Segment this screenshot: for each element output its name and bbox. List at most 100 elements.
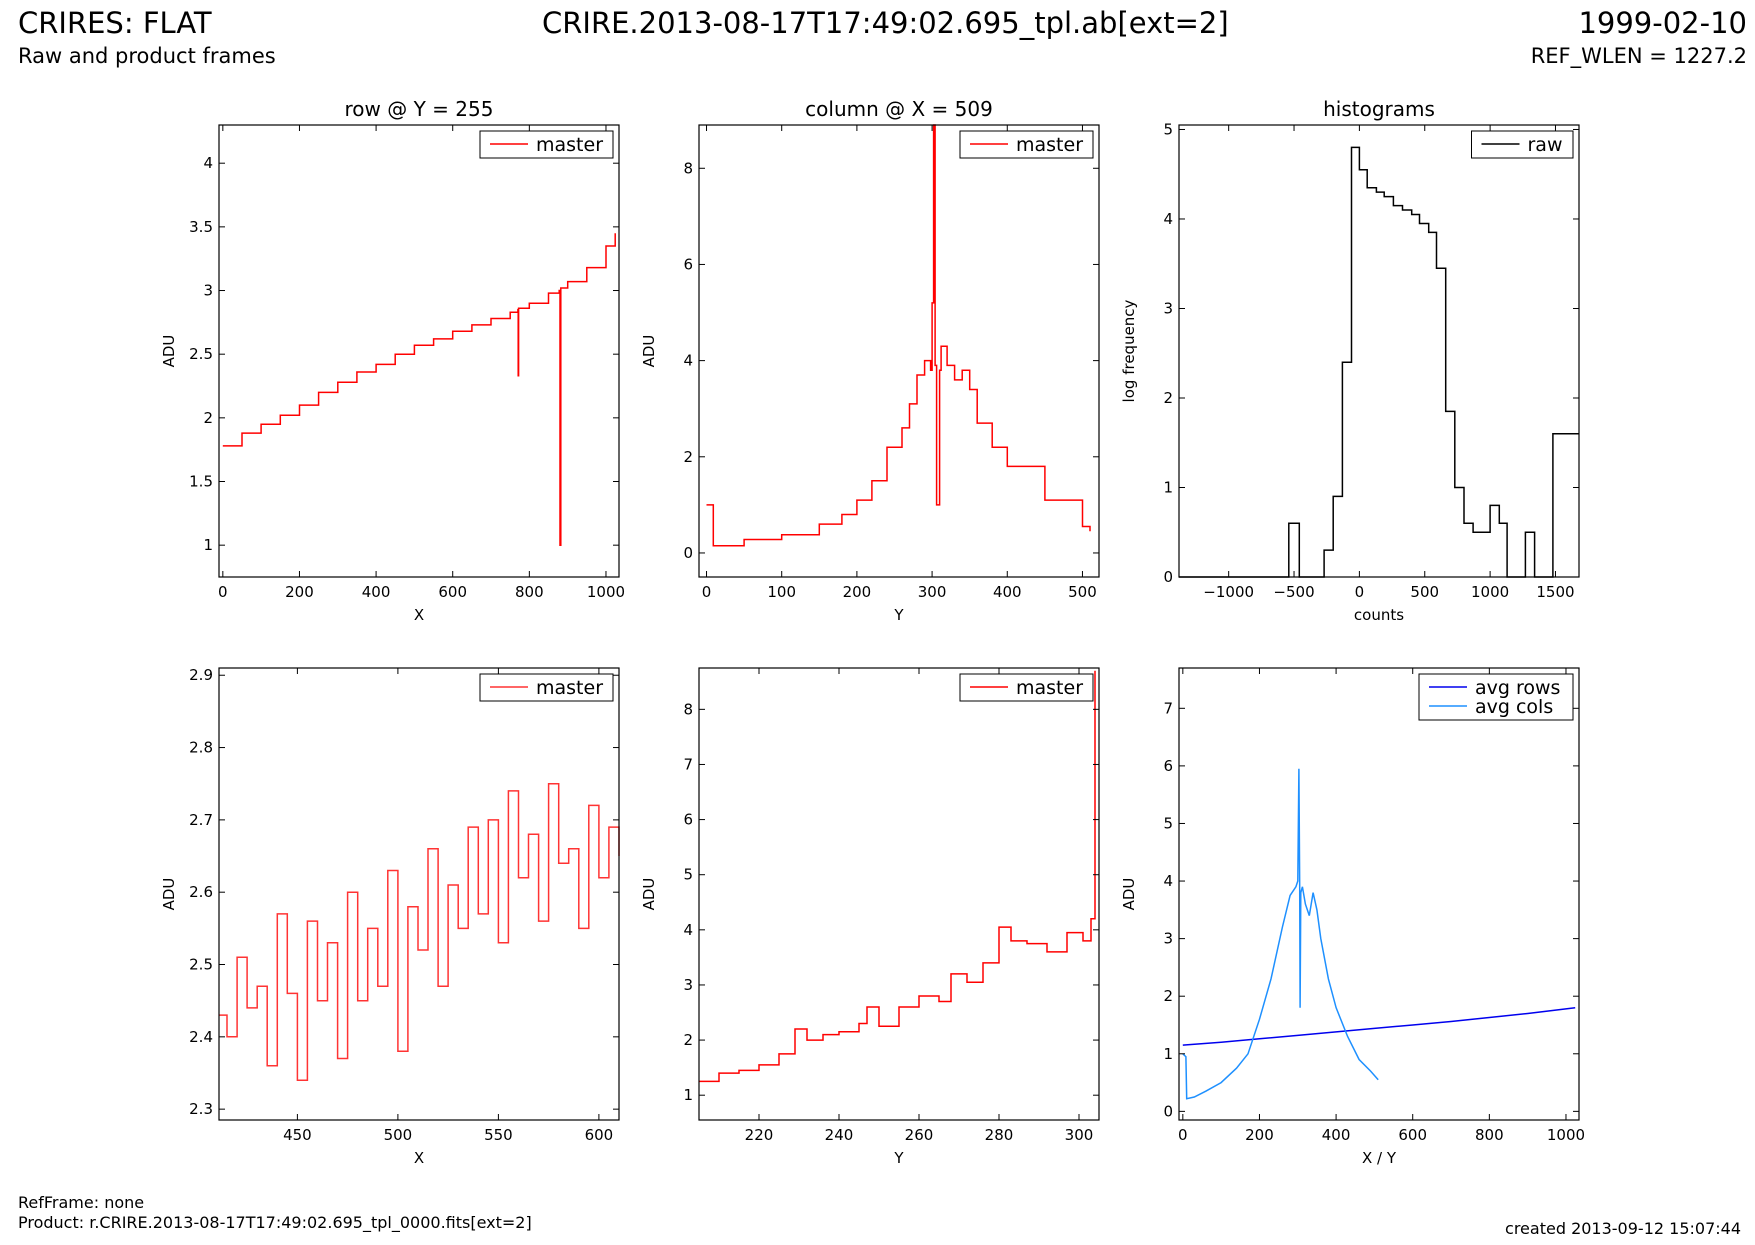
x-tick-label: 260 bbox=[905, 1126, 934, 1144]
y-tick-label: 0 bbox=[683, 544, 693, 562]
y-tick-label: 2 bbox=[683, 448, 693, 466]
y-tick-label: 6 bbox=[1163, 757, 1173, 775]
figure-subtitle: Raw and product frames bbox=[18, 44, 276, 68]
x-tick-label: 200 bbox=[285, 583, 314, 601]
x-tick-label: 600 bbox=[585, 1126, 614, 1144]
plot-frame bbox=[218, 124, 620, 578]
y-axis-label: ADU bbox=[640, 878, 658, 911]
y-tick-label: 2.6 bbox=[189, 883, 213, 901]
plot-frame bbox=[218, 667, 620, 1121]
y-tick-label: 5 bbox=[683, 866, 693, 884]
y-tick-label: 2 bbox=[203, 409, 213, 427]
chart-row: 0 200 400 600 800 1000 1 1.5 2 2.5 3 3.5 4 row @ Y = … bbox=[160, 97, 625, 624]
y-tick-label: 4 bbox=[683, 352, 693, 370]
created-footer: created 2013-09-12 15:07:44 bbox=[1505, 1219, 1741, 1238]
x-tick-label: 450 bbox=[283, 1126, 312, 1144]
chart-title: row @ Y = 255 bbox=[345, 97, 494, 121]
legend-label: master bbox=[1016, 134, 1083, 156]
legend-label: master bbox=[536, 677, 603, 699]
y-axis-label: ADU bbox=[1120, 878, 1138, 911]
x-axis-label: X bbox=[414, 1149, 424, 1167]
y-tick-label: 1 bbox=[203, 536, 213, 554]
legend-label: avg cols bbox=[1475, 696, 1553, 718]
plot-frame bbox=[698, 667, 1100, 1121]
x-axis-label: Y bbox=[893, 606, 904, 624]
x-tick-label: 500 bbox=[1068, 583, 1097, 601]
x-tick-label: −1000 bbox=[1203, 583, 1254, 601]
y-tick-label: 5 bbox=[1163, 814, 1173, 832]
y-tick-label: 0 bbox=[1163, 568, 1173, 586]
y-tick-label: 1 bbox=[1163, 478, 1173, 496]
x-axis-label: Y bbox=[893, 1149, 904, 1167]
x-tick-label: 400 bbox=[362, 583, 391, 601]
chart-avg: 0 200 400 600 800 1000 0 1 2 3 4 5 6 7 X / Y ADU avg row… bbox=[1120, 667, 1585, 1167]
x-tick-label: 200 bbox=[1245, 1126, 1274, 1144]
x-tick-label: 600 bbox=[1398, 1126, 1427, 1144]
x-axis-label: X bbox=[414, 606, 424, 624]
y-tick-label: 5 bbox=[1163, 120, 1173, 138]
x-tick-label: 1000 bbox=[1547, 1126, 1585, 1144]
y-tick-label: 2.7 bbox=[189, 811, 213, 829]
y-axis-label: ADU bbox=[160, 335, 178, 368]
x-tick-label: 220 bbox=[745, 1126, 774, 1144]
x-tick-label: 300 bbox=[918, 583, 947, 601]
legend-label: avg rows bbox=[1475, 677, 1560, 699]
x-tick-label: 400 bbox=[993, 583, 1022, 601]
y-tick-label: 2.3 bbox=[189, 1100, 213, 1118]
y-tick-label: 8 bbox=[683, 700, 693, 718]
legend: master bbox=[479, 673, 614, 702]
legend: master bbox=[479, 130, 614, 159]
chart-title: column @ X = 509 bbox=[805, 97, 993, 121]
x-tick-label: 200 bbox=[843, 583, 872, 601]
x-tick-label: 0 bbox=[702, 583, 712, 601]
y-tick-label: 1.5 bbox=[189, 473, 213, 491]
legend: master bbox=[959, 673, 1094, 702]
y-tick-label: 0 bbox=[1163, 1102, 1173, 1120]
x-tick-label: 400 bbox=[1322, 1126, 1351, 1144]
date-title: 1999-02-10 bbox=[1578, 6, 1747, 40]
y-tick-label: 1 bbox=[683, 1086, 693, 1104]
y-tick-label: 6 bbox=[683, 255, 693, 273]
y-tick-label: 4 bbox=[1163, 872, 1173, 890]
series-line bbox=[219, 782, 620, 1081]
x-tick-label: 800 bbox=[1475, 1126, 1504, 1144]
y-tick-label: 4 bbox=[1163, 210, 1173, 228]
y-tick-label: 3 bbox=[683, 976, 693, 994]
x-tick-label: 600 bbox=[438, 583, 467, 601]
y-tick-label: 4 bbox=[683, 921, 693, 939]
x-tick-label: 500 bbox=[1410, 583, 1439, 601]
x-tick-label: 1000 bbox=[1471, 583, 1509, 601]
refframe-footer: RefFrame: none bbox=[18, 1193, 145, 1212]
y-axis-label: ADU bbox=[640, 335, 658, 368]
y-tick-label: 7 bbox=[1163, 699, 1173, 717]
y-tick-label: 2 bbox=[1163, 987, 1173, 1005]
y-tick-label: 2.4 bbox=[189, 1028, 213, 1046]
y-tick-label: 4 bbox=[203, 154, 213, 172]
y-tick-label: 8 bbox=[683, 159, 693, 177]
y-tick-label: 2.5 bbox=[189, 345, 213, 363]
legend-box bbox=[1418, 673, 1574, 721]
x-tick-label: 0 bbox=[1355, 583, 1365, 601]
x-tick-label: 100 bbox=[767, 583, 796, 601]
x-tick-label: 1000 bbox=[587, 583, 625, 601]
x-tick-label: 300 bbox=[1065, 1126, 1094, 1144]
chart-column_zoom: 220 240 260 280 300 1 2 3 4 5 6 7 8 Y ADU master bbox=[640, 667, 1100, 1167]
chart-title: histograms bbox=[1323, 97, 1435, 121]
legend-label: master bbox=[536, 134, 603, 156]
plot-frame bbox=[1178, 667, 1580, 1121]
series-line bbox=[1179, 146, 1579, 578]
x-tick-label: 550 bbox=[484, 1126, 513, 1144]
y-tick-label: 2.5 bbox=[189, 956, 213, 974]
legend: raw bbox=[1471, 130, 1574, 159]
y-tick-label: 2.9 bbox=[189, 666, 213, 684]
series-line bbox=[706, 124, 1091, 547]
legend-label: raw bbox=[1528, 134, 1563, 156]
y-tick-label: 2 bbox=[683, 1031, 693, 1049]
chart-row_zoom: 450 500 550 600 2.3 2.4 2.5 2.6 2.7 2.8 2.9 X ADU mas… bbox=[160, 666, 620, 1167]
chart-column: 0 100 200 300 400 500 0 2 4 6 8 column @ X = 509 Y AD… bbox=[640, 97, 1100, 624]
x-tick-label: 800 bbox=[515, 583, 544, 601]
series-line bbox=[1182, 768, 1379, 1100]
y-tick-label: 3.5 bbox=[189, 218, 213, 236]
